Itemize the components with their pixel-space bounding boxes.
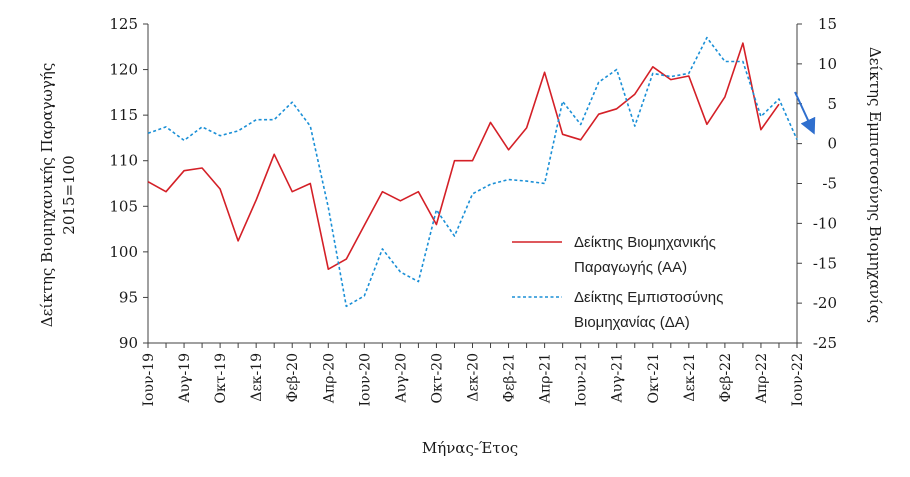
legend: Δείκτης Βιομηχανικής Παραγωγής (ΑΑ) Δείκ…: [512, 234, 723, 331]
left-y-tick-label: 100: [109, 243, 138, 261]
left-y-tick-label: 125: [109, 15, 138, 33]
x-axis-title: Μήνας-Έτος: [422, 439, 518, 457]
x-tick-label: Δεκ-21: [682, 353, 698, 402]
x-tick-label: Ιουν-19: [141, 353, 157, 407]
x-tick-label: Ιουν-20: [357, 353, 373, 407]
left-y-tick-label: 110: [109, 152, 138, 170]
x-tick-label: Αυγ-19: [177, 353, 193, 404]
x-tick-label: Απρ-20: [321, 353, 337, 404]
left-y-axis-title-line2: 2015=100: [60, 155, 78, 234]
right-y-tick-label: -5: [822, 175, 837, 193]
x-tick-label: Οκτ-19: [213, 353, 229, 404]
left-y-axis-title-line1: Δείκτης Βιομηχανικής Παραγωγής: [38, 63, 56, 327]
x-tick-label: Αυγ-21: [610, 353, 626, 404]
x-tick-label: Δεκ-19: [249, 353, 265, 402]
legend-label-ci-line2: Βιομηχανίας (ΔΑ): [574, 314, 690, 331]
x-tick-label: Οκτ-20: [429, 353, 445, 404]
tick-labels: 90 95 100 105 110 115 120 125 -25 -20 -15 -10 -5 0 5 10…: [109, 15, 837, 407]
axes: [143, 23, 802, 348]
right-y-tick-label: -15: [813, 254, 837, 272]
x-tick-label: Αυγ-20: [393, 353, 409, 404]
x-tick-label: Απρ-21: [538, 353, 554, 404]
x-tick-label: Φεβ-21: [502, 353, 518, 402]
x-tick-label: Δεκ-20: [466, 353, 482, 402]
legend-label-ci-line1: Δείκτης Εμπιστοσύνης: [574, 289, 723, 306]
x-tick-label: Απρ-22: [754, 353, 770, 404]
right-y-tick-label: 5: [827, 95, 837, 113]
right-y-tick-label: -10: [813, 214, 837, 232]
right-y-tick-label: 15: [818, 15, 837, 33]
right-y-tick-label: -20: [813, 294, 837, 312]
legend-label-ip-line2: Παραγωγής (ΑΑ): [574, 259, 687, 276]
right-y-tick-label: 10: [818, 55, 837, 73]
series-industrial-production-line: [147, 42, 780, 271]
x-tick-label: Οκτ-21: [646, 353, 662, 404]
x-tick-label: Ιουν-21: [574, 353, 590, 407]
x-tick-label: Φεβ-20: [285, 353, 301, 402]
series-layer: [147, 36, 798, 308]
left-y-tick-label: 115: [109, 106, 138, 124]
pointer-arrow: [794, 91, 816, 135]
left-y-tick-label: 105: [109, 197, 138, 215]
legend-label-ip-line1: Δείκτης Βιομηχανικής: [574, 234, 716, 251]
left-y-tick-label: 90: [119, 334, 138, 352]
left-y-tick-label: 120: [109, 61, 138, 79]
x-tick-label: Ιουν-22: [790, 353, 806, 407]
x-tick-label: Φεβ-22: [718, 353, 734, 402]
right-y-tick-label: 0: [827, 135, 837, 153]
left-y-tick-label: 95: [119, 288, 138, 306]
series-confidence-index-line: [147, 36, 798, 308]
right-y-axis-title: Δείκτης Εμπιστοσύνης Βιομηχανίας: [866, 47, 884, 323]
right-y-tick-label: -25: [813, 334, 837, 352]
